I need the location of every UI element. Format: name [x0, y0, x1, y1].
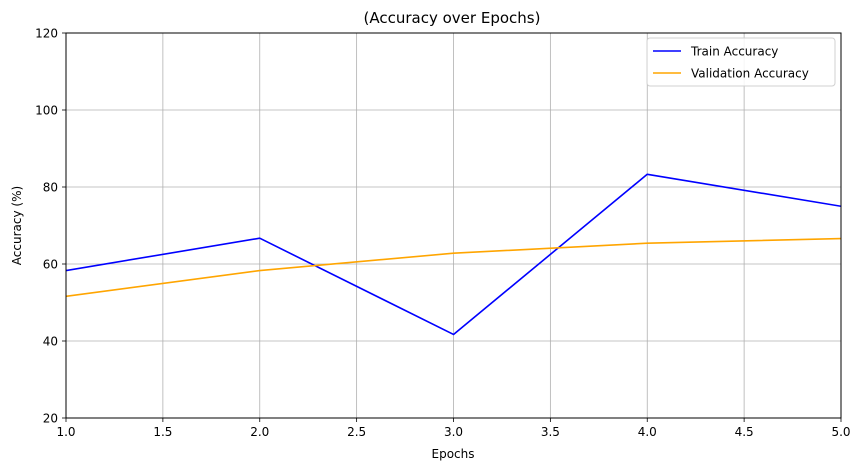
x-tick-label: 3.0 — [444, 425, 463, 439]
x-tick-label: 1.5 — [153, 425, 172, 439]
legend-label-train: Train Accuracy — [690, 45, 778, 59]
x-tick-label: 2.0 — [250, 425, 269, 439]
x-tick-label: 4.0 — [638, 425, 657, 439]
y-tick-label: 100 — [35, 104, 58, 118]
series-line-train — [66, 173, 841, 336]
x-tick-label: 4.5 — [735, 425, 754, 439]
grid — [65, 32, 842, 419]
series-line-validation — [66, 237, 841, 298]
axis-ticks: 1.0 1.5 2.0 2.5 3.0 3.5 4.0 4.5 5.0 20 40 60 80 100 12… — [35, 27, 850, 440]
legend: Train Accuracy Validation Accuracy — [646, 37, 836, 87]
x-tick-label: 5.0 — [831, 425, 850, 439]
y-tick-label: 20 — [43, 412, 58, 426]
legend-label-validation: Validation Accuracy — [691, 67, 809, 81]
x-tick-label: 1.0 — [56, 425, 75, 439]
y-tick-label: 60 — [43, 258, 58, 272]
legend-box — [646, 37, 836, 87]
series-lines — [66, 173, 841, 336]
x-axis-label: Epochs — [432, 447, 475, 461]
y-tick-label: 80 — [43, 181, 58, 195]
x-tick-label: 3.5 — [541, 425, 560, 439]
y-axis-label: Accuracy (%) — [10, 186, 24, 265]
y-tick-label: 40 — [43, 335, 58, 349]
y-tick-label: 120 — [35, 27, 58, 41]
x-tick-label: 2.5 — [347, 425, 366, 439]
chart-title: (Accuracy over Epochs) — [364, 9, 541, 27]
